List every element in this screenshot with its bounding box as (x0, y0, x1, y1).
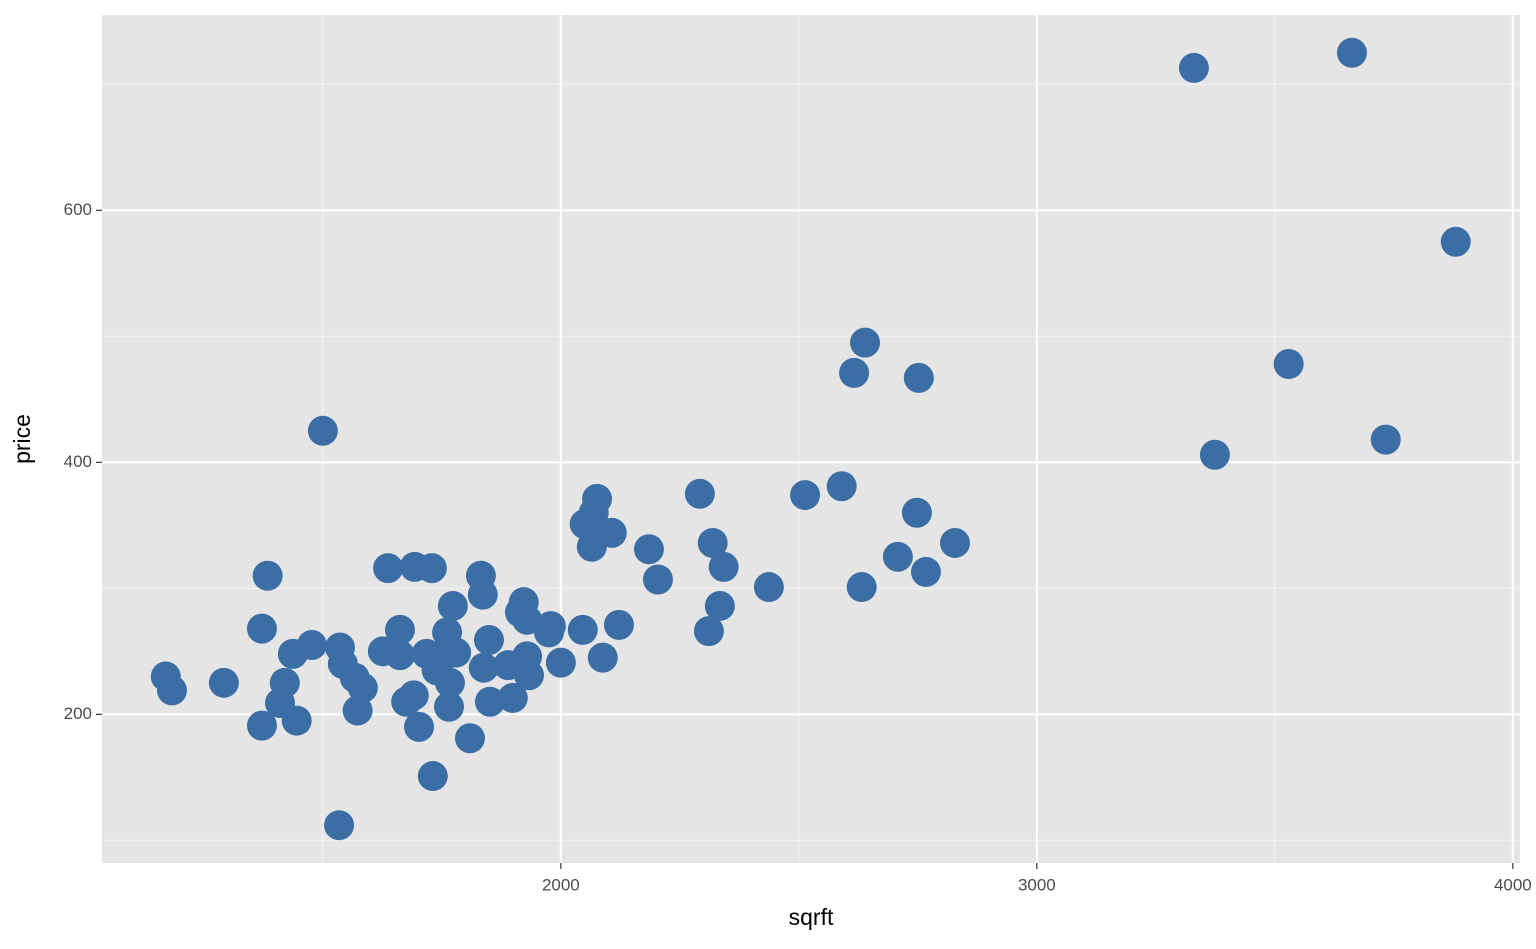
point (603, 609, 634, 640)
point (497, 682, 528, 713)
point (347, 672, 378, 703)
point (417, 761, 448, 792)
point (826, 471, 857, 502)
grid (102, 15, 1520, 863)
point (208, 667, 239, 698)
point (939, 527, 970, 558)
point (437, 590, 468, 621)
point (850, 327, 881, 358)
point (281, 705, 312, 736)
x-tick-label: 3000 (1018, 875, 1056, 894)
point (342, 695, 373, 726)
y-axis-title: price (9, 414, 35, 464)
point (697, 527, 728, 558)
panel (102, 15, 1520, 863)
point (882, 541, 913, 572)
point (839, 357, 870, 388)
point (693, 616, 724, 647)
point (1273, 349, 1304, 380)
point (324, 810, 355, 841)
point (307, 415, 338, 446)
point (246, 710, 277, 741)
x-tick-label: 2000 (542, 875, 580, 894)
point (474, 686, 505, 717)
point (633, 534, 664, 565)
point (434, 667, 465, 698)
point (753, 572, 784, 603)
point (416, 553, 447, 584)
point (454, 723, 485, 754)
point (901, 497, 932, 528)
point (513, 660, 544, 691)
point (582, 483, 613, 514)
point (384, 640, 415, 671)
point (1370, 424, 1401, 455)
point (1178, 52, 1209, 83)
point (398, 680, 429, 711)
point (587, 642, 618, 673)
point (535, 611, 566, 642)
point (404, 711, 435, 742)
point (910, 556, 941, 587)
point (468, 652, 499, 683)
point (567, 614, 598, 645)
point (246, 613, 277, 644)
point (373, 553, 404, 584)
point (1199, 439, 1230, 470)
point (1440, 226, 1471, 257)
point (545, 647, 576, 678)
point (384, 614, 415, 645)
x-tick-label: 4000 (1494, 875, 1532, 894)
points (150, 37, 1471, 841)
point (434, 691, 465, 722)
point (903, 362, 934, 393)
point (467, 579, 498, 610)
point (704, 590, 735, 621)
point (790, 480, 821, 511)
y-tick-label: 400 (64, 452, 92, 471)
y-tick-label: 600 (64, 200, 92, 219)
x-axis-title: sqrft (789, 904, 834, 930)
point (642, 564, 673, 595)
point (512, 604, 543, 635)
point (156, 675, 187, 706)
point (846, 572, 877, 603)
point (596, 517, 627, 548)
point (708, 551, 739, 582)
point (296, 630, 327, 661)
y-tick-label: 200 (64, 704, 92, 723)
point (252, 560, 283, 591)
point (473, 624, 504, 655)
point (441, 637, 472, 668)
point (1336, 37, 1367, 68)
point (684, 478, 715, 509)
point (269, 667, 300, 698)
